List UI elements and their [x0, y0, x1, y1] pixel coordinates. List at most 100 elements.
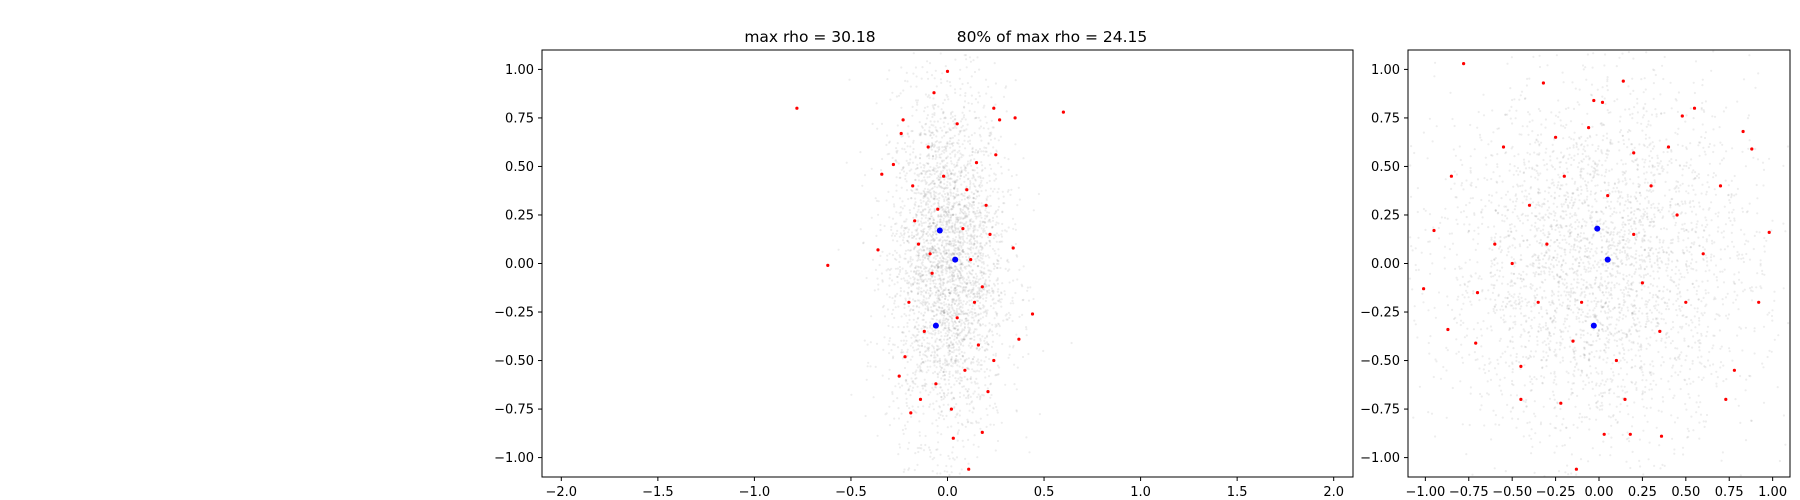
density-dot	[979, 220, 982, 223]
density-dot	[958, 170, 961, 173]
density-dot	[1674, 371, 1677, 374]
y-tick-label: 0.75	[505, 111, 534, 126]
density-dot	[912, 386, 915, 389]
density-dot	[951, 144, 955, 147]
density-dot	[1558, 166, 1561, 169]
red-point	[922, 329, 926, 333]
density-dot	[928, 267, 931, 270]
density-dot	[1713, 144, 1716, 147]
density-dot	[1566, 171, 1569, 174]
density-dot	[898, 386, 902, 389]
density-dot	[898, 212, 901, 215]
density-dot	[913, 326, 916, 329]
density-dot	[920, 278, 924, 281]
density-dot	[959, 379, 962, 382]
density-dot	[1595, 405, 1598, 408]
density-dot	[961, 143, 964, 146]
density-dot	[1411, 249, 1414, 252]
density-dot	[1642, 405, 1645, 408]
density-dot	[950, 320, 953, 323]
density-dot	[946, 239, 949, 242]
density-dot	[998, 294, 1001, 297]
density-dot	[909, 145, 912, 148]
density-dot	[1527, 133, 1530, 136]
density-dot	[1520, 90, 1524, 93]
density-dot	[936, 267, 940, 270]
density-dot	[938, 141, 941, 144]
density-dot	[988, 284, 991, 287]
density-dot	[1009, 193, 1012, 196]
density-dot	[1704, 216, 1707, 219]
density-dot	[1015, 173, 1018, 177]
density-dot	[950, 304, 953, 307]
density-dot	[945, 370, 948, 373]
density-dot	[950, 350, 954, 354]
density-dot	[915, 287, 919, 290]
density-dot	[977, 304, 980, 307]
density-dot	[891, 156, 894, 159]
density-dot	[859, 151, 862, 154]
density-dot	[969, 310, 972, 313]
density-dot	[917, 254, 920, 257]
density-dot	[938, 319, 941, 322]
density-dot	[1538, 143, 1541, 146]
density-dot	[953, 195, 956, 198]
density-dot	[937, 441, 940, 444]
density-dot	[1759, 259, 1762, 262]
density-dot	[939, 282, 942, 285]
density-dot	[1549, 159, 1552, 162]
density-dot	[924, 171, 927, 174]
density-dot	[1007, 168, 1010, 171]
density-dot	[921, 304, 925, 307]
density-dot	[970, 75, 973, 78]
density-dot	[965, 312, 969, 315]
density-dot	[1500, 305, 1503, 308]
density-dot	[1015, 388, 1018, 391]
density-dot	[917, 405, 920, 408]
density-dot	[1685, 161, 1688, 164]
density-dot	[1667, 335, 1671, 338]
density-dot	[974, 315, 977, 318]
density-dot	[1612, 233, 1615, 236]
density-dot	[1581, 202, 1584, 205]
density-dot	[1618, 235, 1621, 238]
density-dot	[1522, 158, 1526, 161]
density-dot	[907, 197, 910, 201]
density-dot	[1551, 270, 1554, 274]
density-dot	[944, 383, 947, 386]
density-dot	[885, 412, 888, 415]
density-dot	[1604, 380, 1607, 383]
density-dot	[937, 193, 940, 196]
density-dot	[1655, 383, 1658, 386]
density-dot	[999, 266, 1002, 270]
density-dot	[1517, 417, 1520, 421]
density-dot	[952, 120, 955, 123]
density-dot	[941, 374, 945, 377]
density-dot	[1517, 173, 1520, 176]
density-dot	[1468, 423, 1471, 427]
density-dot	[994, 103, 997, 106]
density-dot	[960, 246, 963, 249]
density-dot	[1577, 317, 1581, 320]
density-dot	[1490, 265, 1493, 268]
density-dot	[1456, 206, 1459, 209]
density-dot	[972, 229, 976, 232]
density-dot	[1472, 292, 1475, 295]
density-dot	[1495, 309, 1498, 312]
density-dot	[1509, 354, 1512, 357]
density-dot	[935, 264, 938, 267]
density-dot	[942, 260, 945, 263]
density-dot	[1614, 226, 1617, 229]
density-dot	[957, 218, 960, 221]
density-dot	[927, 219, 930, 222]
density-dot	[1018, 198, 1022, 201]
density-dot	[970, 322, 973, 325]
density-dot	[995, 405, 998, 409]
density-dot	[951, 306, 954, 309]
density-dot	[961, 282, 964, 285]
density-dot	[985, 92, 988, 95]
density-dot	[953, 251, 957, 254]
density-dot	[1557, 173, 1560, 176]
density-dot	[1686, 249, 1689, 252]
density-dot	[926, 154, 930, 157]
